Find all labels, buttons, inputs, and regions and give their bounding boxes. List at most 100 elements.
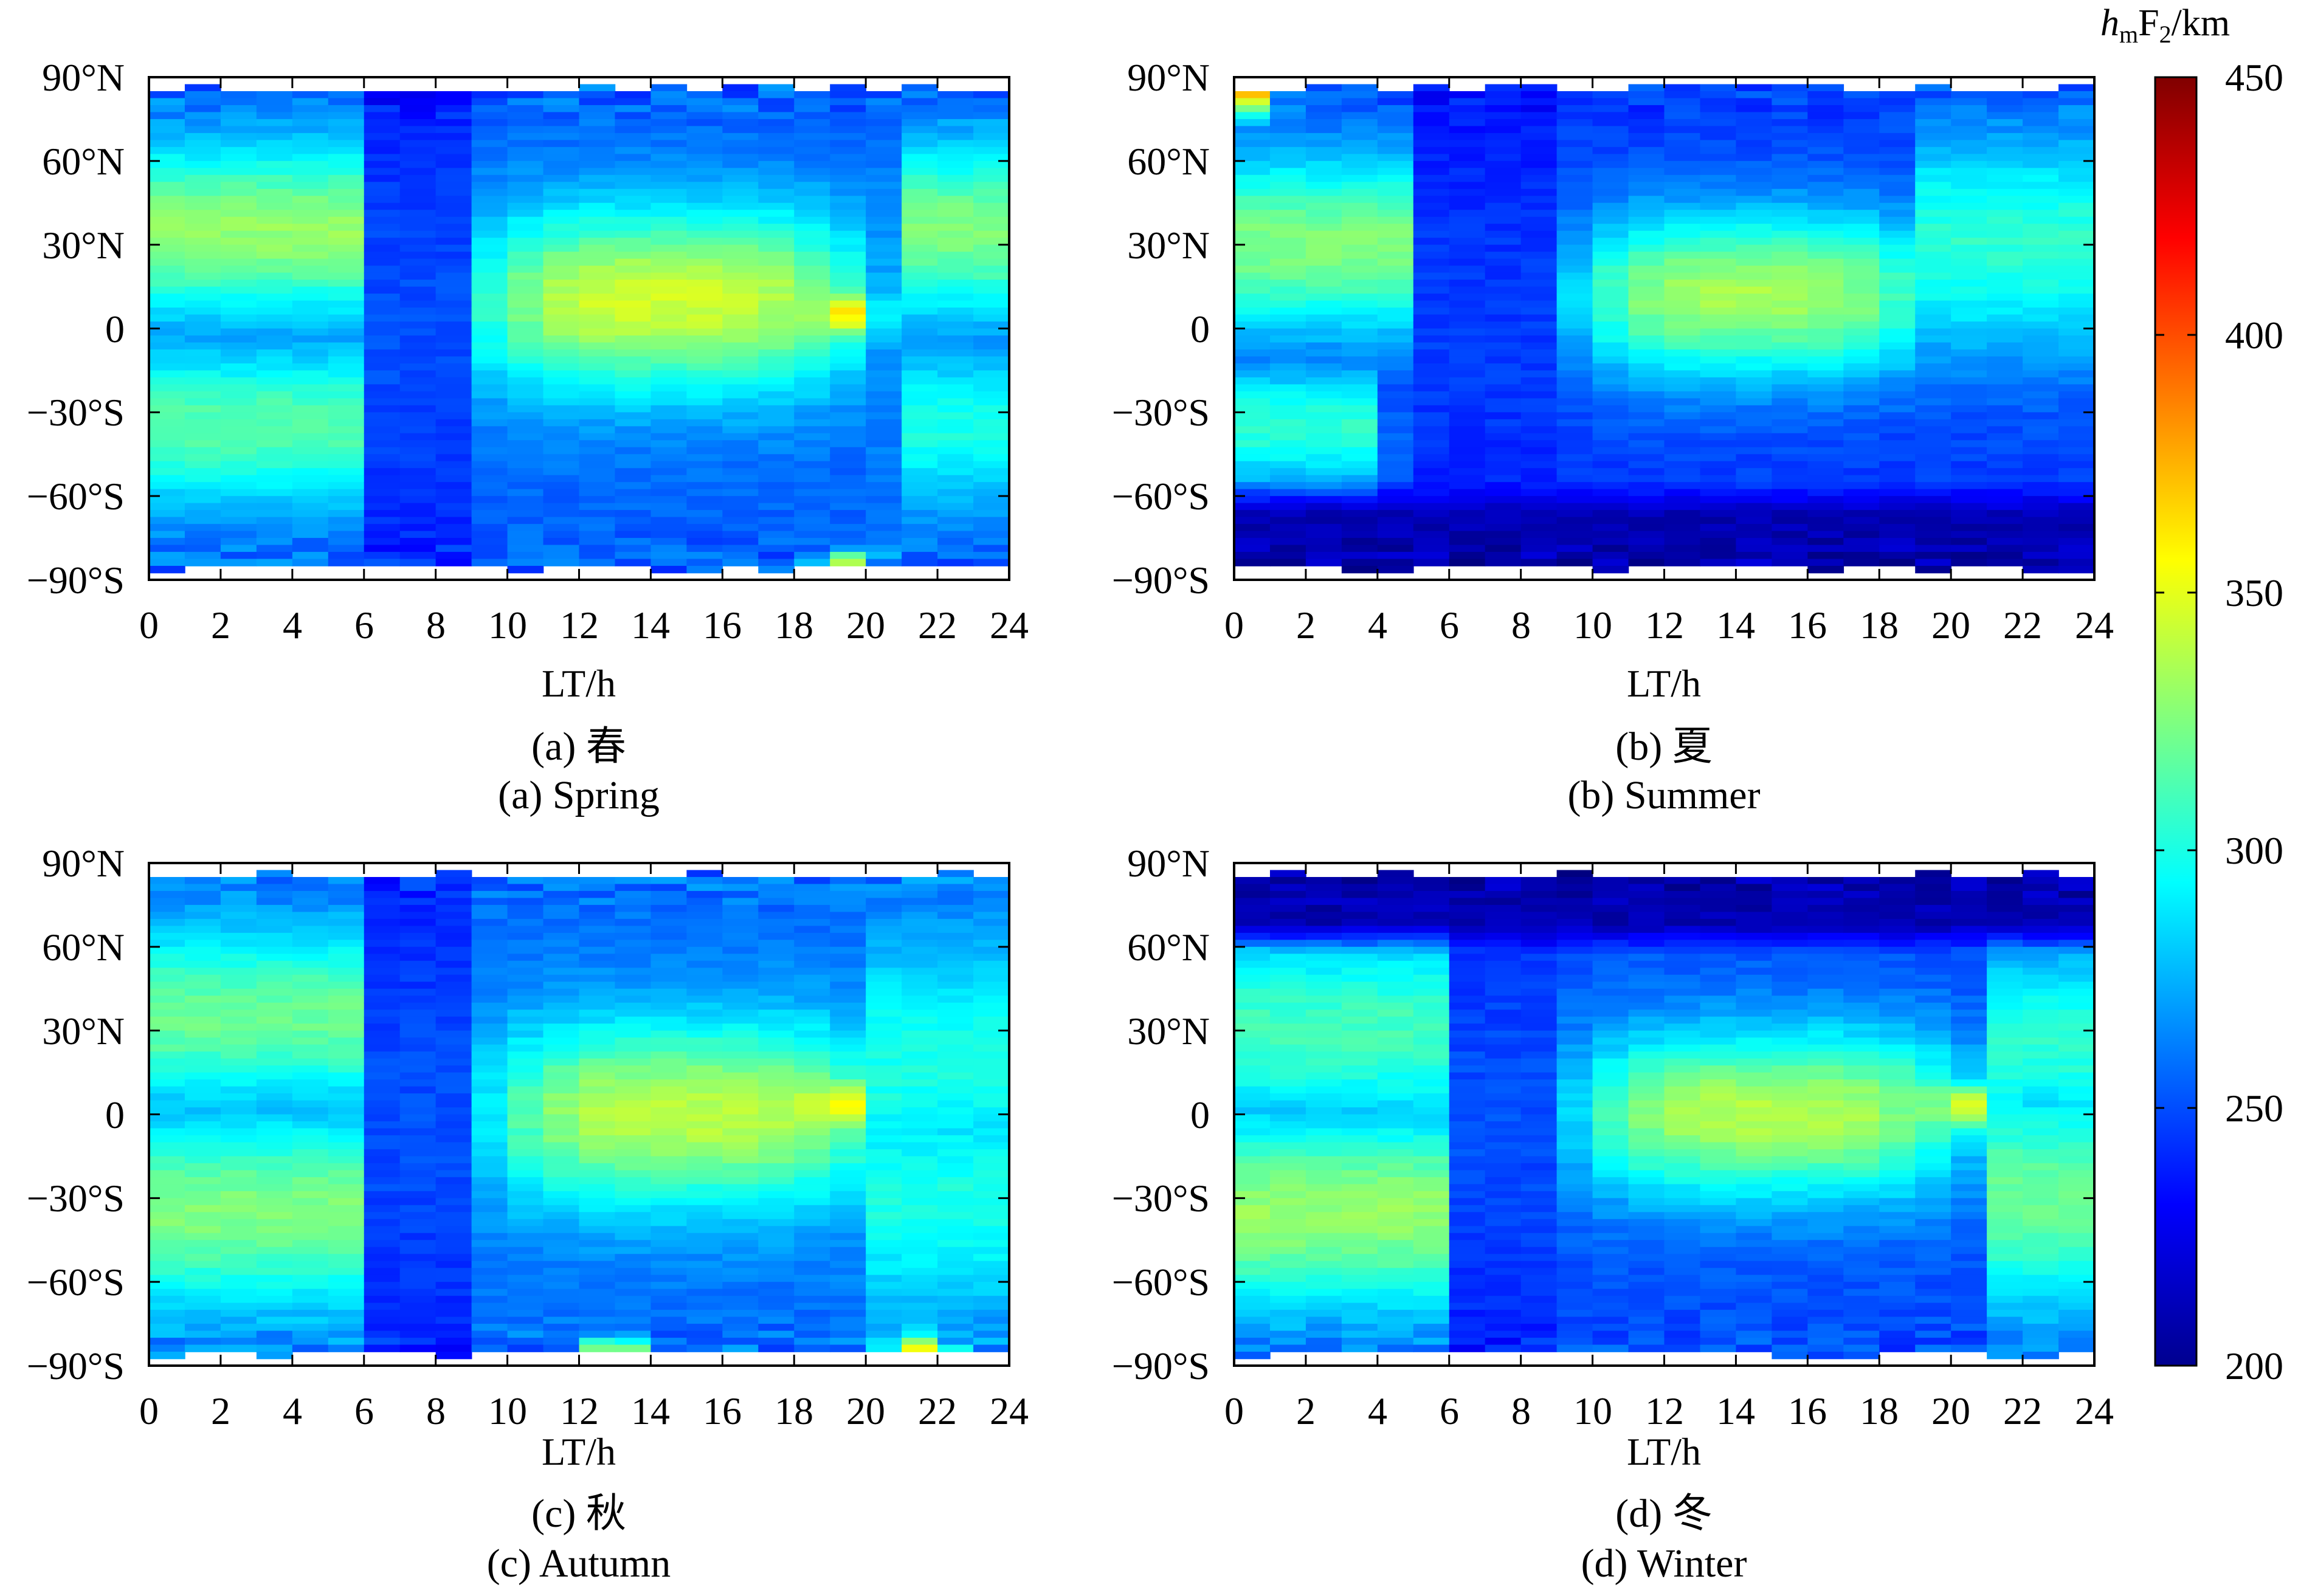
heatmap-cell [1987, 398, 2023, 406]
heatmap-cell [399, 363, 436, 371]
heatmap-cell [184, 946, 221, 955]
heatmap-cell [794, 1177, 831, 1185]
heatmap-cell [866, 272, 902, 280]
heatmap-cell [794, 224, 831, 232]
heatmap-cell [507, 322, 544, 329]
heatmap-cell [292, 1177, 329, 1185]
heatmap-cell [1377, 160, 1414, 169]
heatmap-cell [937, 1121, 974, 1129]
heatmap-cell [220, 1282, 257, 1290]
heatmap-cell [2058, 132, 2095, 141]
heatmap-cell [686, 1114, 723, 1122]
heatmap-cell [830, 912, 866, 920]
heatmap-cell [758, 898, 795, 906]
heatmap-cell [435, 224, 472, 232]
heatmap-cell [1628, 174, 1665, 183]
heatmap-cell [650, 342, 688, 350]
heatmap-cell [364, 405, 401, 413]
heatmap-cell [292, 140, 329, 148]
heatmap-cell [1234, 112, 1271, 120]
heatmap-cell [256, 440, 293, 448]
heatmap-cell [579, 322, 616, 329]
heatmap-cell [1987, 182, 2023, 190]
heatmap-cell [149, 1044, 185, 1052]
heatmap-cell [256, 1072, 293, 1080]
heatmap-cell [650, 524, 688, 532]
heatmap-cell [292, 1233, 329, 1241]
heatmap-cell [543, 1086, 580, 1094]
heatmap-cell [399, 545, 436, 552]
heatmap-cell [794, 433, 831, 441]
heatmap-cell [902, 940, 938, 948]
heatmap-cell [149, 1338, 185, 1346]
heatmap-cell [184, 1093, 221, 1101]
heatmap-cell [220, 1093, 257, 1101]
heatmap-cell [902, 489, 938, 497]
heatmap-cell [328, 517, 365, 525]
heatmap-cell [866, 1079, 902, 1087]
heatmap-cell [1592, 335, 1629, 343]
heatmap-cell [1951, 272, 1987, 280]
heatmap-cell [1305, 105, 1342, 113]
heatmap-cell [149, 140, 185, 148]
heatmap-cell [471, 1010, 508, 1017]
heatmap-cell [1987, 531, 2023, 538]
heatmap-cell [866, 1156, 902, 1164]
heatmap-cell [149, 559, 185, 566]
heatmap-cell [1736, 349, 1773, 357]
heatmap-cell [1807, 405, 1844, 413]
heatmap-cell [471, 1058, 508, 1066]
heatmap-cell [866, 1170, 902, 1178]
heatmap-cell [937, 1219, 974, 1227]
heatmap-cell [149, 974, 185, 983]
heatmap-cell [1915, 280, 1951, 287]
heatmap-cell [579, 510, 616, 518]
heatmap-cell [866, 1051, 902, 1059]
heatmap-cell [1413, 349, 1450, 357]
heatmap-cell [1341, 356, 1378, 364]
heatmap-cell [830, 280, 866, 287]
heatmap-cell [1700, 419, 1737, 427]
heatmap-cell [399, 1093, 436, 1101]
heatmap-cell [1341, 552, 1378, 560]
heatmap-cell [973, 363, 1010, 371]
heatmap-cell [1520, 154, 1558, 162]
heatmap-cell [866, 517, 902, 525]
heatmap-cell [686, 384, 723, 392]
heatmap-cell [328, 552, 365, 560]
heatmap-cell [1305, 482, 1342, 490]
heatmap-cell [220, 202, 257, 211]
heatmap-cell [1341, 280, 1378, 287]
heatmap-cell [615, 489, 652, 497]
heatmap-cell [364, 1044, 401, 1052]
heatmap-cell [1736, 132, 1773, 141]
heatmap-cell [758, 160, 795, 169]
heatmap-cell [830, 105, 866, 113]
heatmap-cell [507, 496, 544, 504]
heatmap-cell [543, 1135, 580, 1143]
heatmap-cell [615, 954, 652, 961]
caption-en-b: (b) Summer [1567, 773, 1760, 817]
heatmap-cell [937, 468, 974, 476]
heatmap-cell [543, 1240, 580, 1248]
heatmap-cell [686, 1296, 723, 1304]
heatmap-cell [686, 1184, 723, 1192]
heatmap-cell [507, 538, 544, 546]
heatmap-cell [973, 412, 1010, 420]
heatmap-cell [1915, 468, 1951, 476]
heatmap-cell [973, 440, 1010, 448]
heatmap-cell [149, 168, 185, 176]
heatmap-cell [328, 1212, 365, 1220]
heatmap-cell [399, 1219, 436, 1227]
heatmap-cell [722, 1198, 759, 1206]
heatmap-cell [650, 1149, 688, 1157]
heatmap-cell [758, 84, 795, 92]
heatmap-cell [1413, 224, 1450, 232]
heatmap-cell [579, 112, 616, 120]
heatmap-cell [184, 132, 221, 141]
heatmap-cell [292, 982, 329, 989]
heatmap-cell [1234, 468, 1271, 476]
heatmap-cell [328, 377, 365, 385]
heatmap-cell [149, 1002, 185, 1011]
heatmap-cell [471, 1086, 508, 1094]
